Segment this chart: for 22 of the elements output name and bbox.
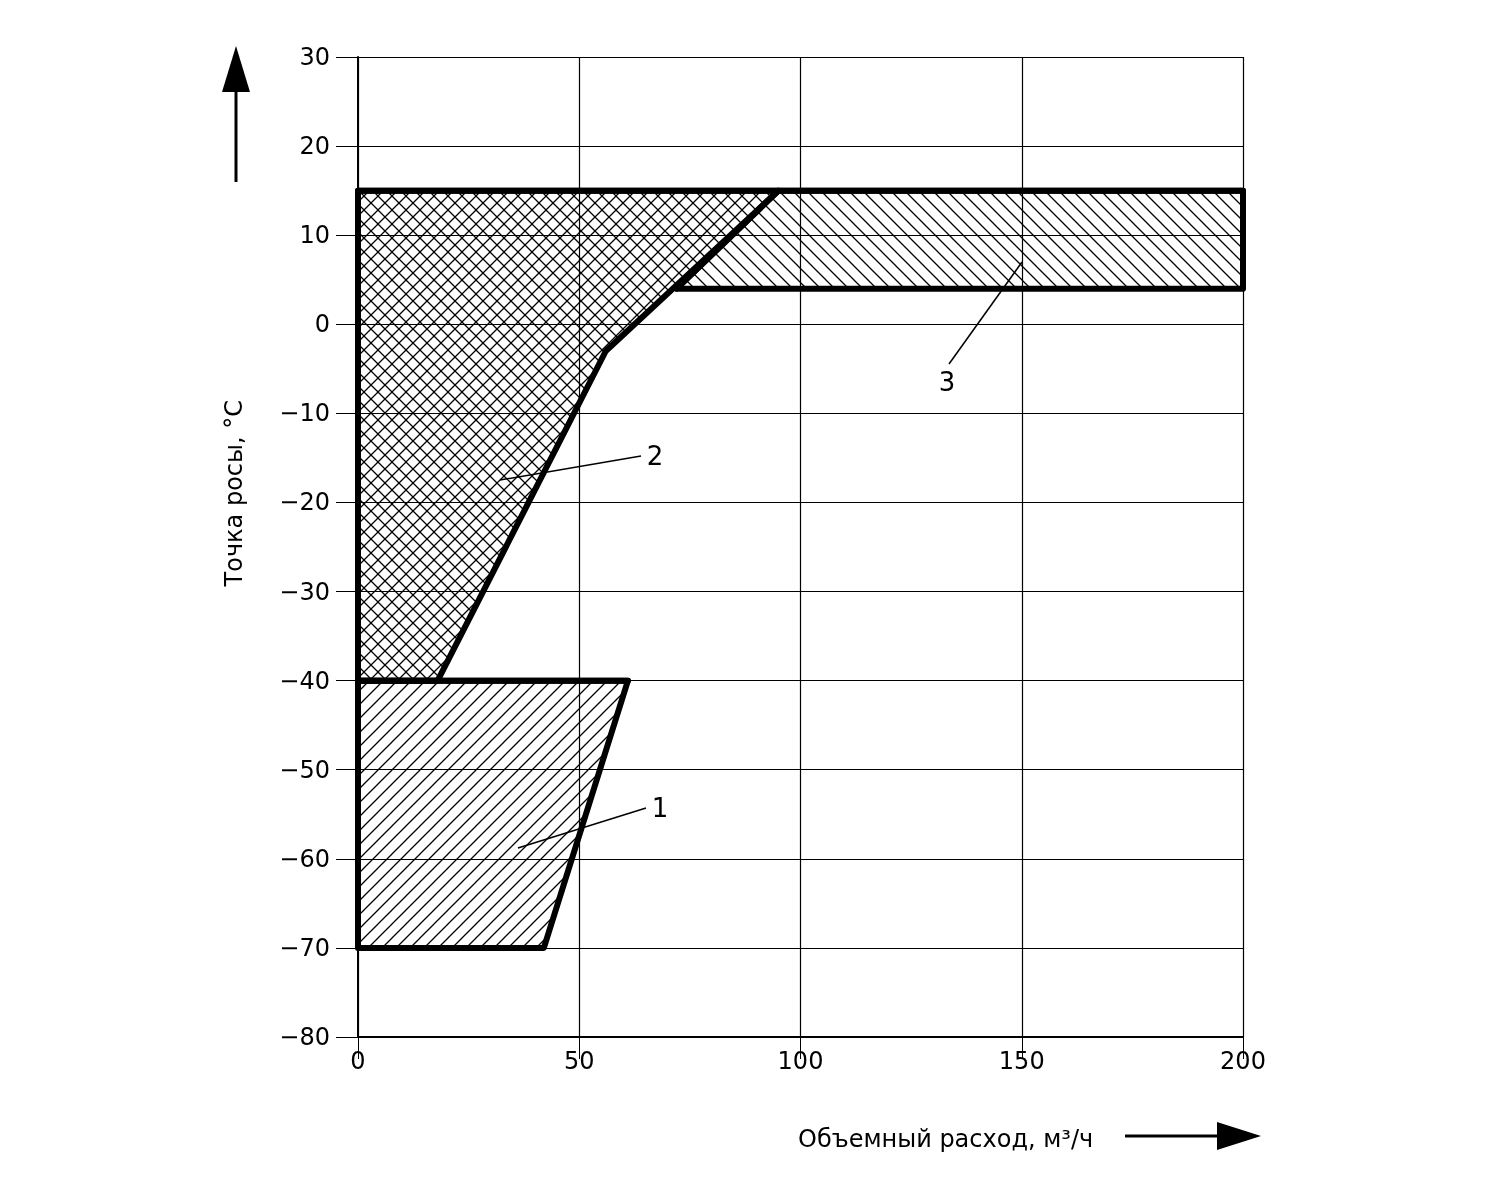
annotation: 2 [646,441,664,471]
y-tick-label: 10 [299,221,330,250]
y-tick-label: −30 [279,577,330,606]
y-tick-label: −40 [279,666,330,695]
y-tick-label: −10 [279,399,330,428]
y-tick-label: 0 [314,310,330,339]
x-tick-label: 200 [1220,1047,1266,1075]
y-tick-label: −20 [279,488,330,517]
x-tick-label: 100 [777,1047,824,1075]
x-tick-label: 50 [563,1047,595,1075]
y-tick-label: −80 [279,1023,330,1051]
y-tick-label: 30 [299,43,330,71]
x-tick-label: 0 [350,1047,366,1075]
annotation: 3 [938,367,956,397]
x-tick-label: 150 [998,1047,1045,1075]
y-axis-title: Точка росы, °С [220,400,248,588]
x-axis-title: Объемный расход, м³/ч [798,1125,1094,1153]
y-tick-label: −70 [279,933,330,962]
annotation: 1 [651,793,669,823]
y-tick-label: −50 [279,755,330,784]
y-tick-label: 20 [299,132,330,161]
y-tick-label: −60 [279,844,330,873]
